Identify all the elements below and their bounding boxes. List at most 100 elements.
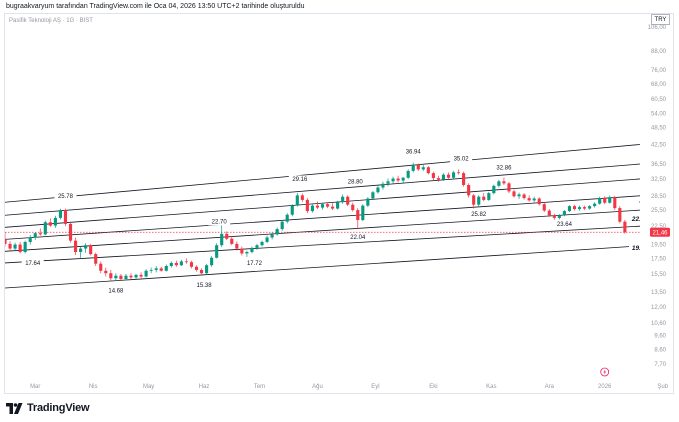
candle-body	[305, 199, 309, 212]
y-tick-label: 60,50	[651, 97, 667, 103]
candle-body	[502, 181, 506, 184]
candle-body	[199, 269, 204, 274]
annotation-label: 22.96	[631, 216, 649, 223]
currency-button[interactable]: TRY	[651, 14, 670, 25]
candle-body	[325, 204, 330, 207]
y-tick-label: 36,50	[651, 162, 667, 168]
candle-body	[285, 214, 289, 222]
candle-body	[23, 241, 27, 253]
channel-line	[5, 209, 640, 252]
candle-body	[8, 243, 12, 249]
annotation-label: 14.68	[108, 289, 124, 295]
channel-line	[5, 225, 640, 264]
candle-body	[492, 185, 496, 194]
candle-body	[154, 268, 158, 270]
annotation-label: 23.64	[557, 222, 573, 228]
candle-body	[406, 170, 410, 178]
x-tick-label: Eki	[429, 384, 437, 390]
annotation-label: 29.16	[292, 177, 308, 183]
candle-body	[588, 206, 592, 209]
annotation-bg	[553, 220, 576, 229]
candle-body	[53, 217, 57, 226]
candle-body	[270, 234, 274, 238]
candle-body	[48, 222, 52, 226]
candle-body	[477, 196, 481, 205]
candle-body	[290, 205, 294, 215]
candle-body	[33, 233, 37, 238]
annotation-bg	[54, 192, 77, 201]
candle-body	[205, 265, 209, 274]
y-tick-label: 15,50	[651, 272, 667, 278]
x-tick-label: Ara	[545, 384, 555, 390]
candle-body	[134, 274, 138, 278]
candle-body	[623, 221, 627, 233]
candle-body	[159, 268, 163, 271]
candle-body	[598, 198, 602, 204]
candle-body	[381, 183, 385, 188]
x-tick-label: May	[143, 384, 154, 390]
x-tick-label: Nis	[89, 384, 98, 390]
candle-body	[315, 205, 320, 208]
candle-body	[230, 238, 234, 244]
annotation-bg	[629, 215, 640, 224]
candle-body	[295, 195, 299, 206]
candle-body	[366, 198, 370, 206]
symbol-legend[interactable]: Pasifik Teknoloji AŞ · 1G · BIST	[9, 18, 93, 24]
candle-body	[99, 263, 103, 271]
annotation-bg	[450, 155, 473, 163]
candle-body	[608, 197, 612, 203]
chart-credit: bugraakvaryum tarafından TradingView.com…	[6, 3, 305, 10]
plot-area: 25.78 17.64 14.68 22.70 15.38 17.72 29.16 28.80…	[5, 144, 649, 295]
annotation-label: 32.86	[496, 165, 512, 171]
annotation-label: 25.82	[471, 212, 487, 218]
y-tick-label: 68,00	[651, 82, 667, 88]
candle-body	[225, 233, 229, 239]
candle-body	[84, 245, 88, 249]
candle-body	[235, 243, 239, 249]
chart-frame[interactable]	[4, 13, 674, 394]
candle-body	[472, 195, 476, 205]
channel-line	[5, 144, 640, 203]
x-tick-label: Kas	[486, 384, 496, 390]
candle-body	[593, 203, 597, 207]
y-tick-label: 28,50	[651, 194, 667, 200]
annotation-bg	[629, 244, 640, 252]
candle-body	[68, 223, 73, 241]
candle-body	[391, 178, 395, 182]
y-tick-label: 106,00	[648, 25, 667, 31]
candle-body	[149, 269, 153, 271]
annotation-bg	[636, 196, 640, 205]
x-tick-label: Tem	[254, 384, 265, 390]
y-tick-label: 42,50	[651, 142, 667, 148]
candle-body	[532, 198, 536, 201]
candle-body	[527, 198, 531, 201]
annotation-label: 22.70	[212, 219, 228, 225]
candle-body	[431, 173, 435, 179]
candle-body	[572, 206, 577, 210]
candle-body	[265, 237, 269, 242]
candle-body	[114, 275, 118, 279]
candle-body	[376, 187, 380, 193]
y-tick-label: 54,00	[651, 112, 667, 118]
candle-body	[451, 172, 456, 178]
candle-body	[467, 185, 471, 196]
candle-body	[577, 207, 582, 210]
candle-body	[512, 191, 516, 197]
y-tick-label: 48,50	[651, 126, 667, 132]
candle-body	[189, 262, 194, 267]
candle-body	[426, 167, 430, 174]
candle-body	[94, 254, 98, 264]
candle-body	[562, 211, 566, 216]
y-tick-label: 32,50	[651, 177, 667, 183]
candle-body	[436, 178, 440, 180]
candle-body	[346, 196, 350, 205]
candle-body	[446, 174, 451, 178]
candle-body	[457, 172, 461, 174]
candle-body	[300, 195, 304, 200]
tradingview-logo[interactable]: TradingView	[6, 402, 90, 414]
annotation-label: 25.78	[58, 194, 74, 200]
annotation-label: 15.38	[197, 283, 213, 289]
annotation-bg	[21, 259, 44, 268]
x-tick-label: Mar	[30, 384, 40, 390]
